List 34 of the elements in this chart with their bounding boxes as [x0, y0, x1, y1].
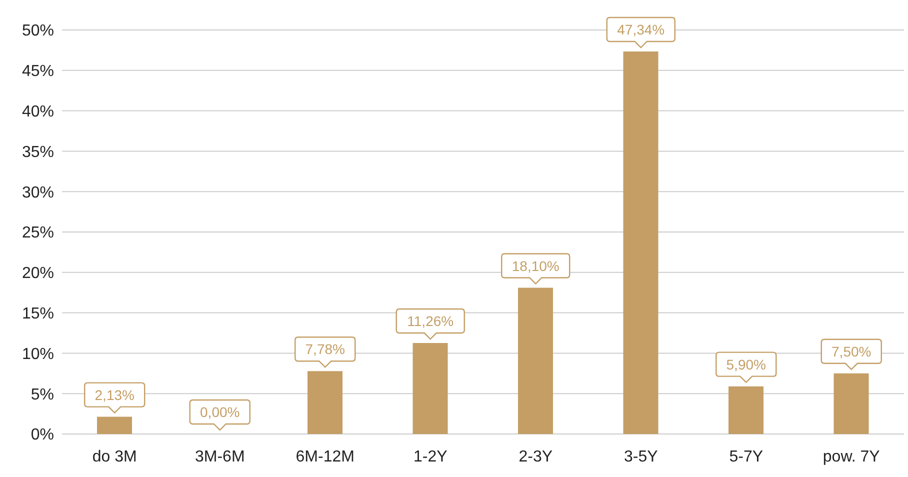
y-tick-label: 50% [22, 22, 54, 40]
data-label: 2,13% [94, 386, 134, 403]
y-tick-label: 15% [22, 305, 54, 322]
data-label: 11,26% [407, 313, 454, 330]
y-tick-label: 40% [22, 103, 54, 120]
x-tick-label: pow. 7Y [822, 448, 880, 466]
data-label: 47,34% [617, 21, 665, 38]
bar [97, 416, 132, 434]
bar [834, 373, 869, 434]
y-tick-label: 5% [30, 386, 54, 404]
data-label: 18,10% [512, 258, 560, 274]
y-tick-label: 10% [22, 346, 54, 363]
x-tick-label: 3-5Y [624, 448, 658, 466]
bar [308, 371, 342, 434]
data-label: 7,50% [832, 343, 872, 360]
bar [412, 343, 448, 434]
y-tick-label: 0% [30, 426, 54, 444]
bar [623, 51, 658, 434]
y-tick-label: 35% [22, 144, 54, 161]
y-tick-label: 45% [22, 63, 54, 80]
data-label: 7,78% [305, 341, 345, 358]
data-label: 5,90% [726, 356, 766, 372]
bar [518, 288, 553, 434]
x-tick-label: 1-2Y [413, 448, 448, 466]
y-tick-label: 25% [22, 224, 54, 242]
x-tick-label: 5-7Y [729, 448, 764, 466]
x-tick-label: 2-3Y [518, 448, 553, 466]
data-label: 0,00% [200, 404, 240, 420]
bar [728, 386, 764, 434]
y-tick-label: 20% [22, 265, 54, 282]
x-tick-label: do 3M [92, 448, 137, 466]
y-tick-label: 30% [22, 184, 54, 202]
x-tick-label: 6M-12M [296, 448, 354, 466]
x-tick-label: 3M-6M [194, 448, 245, 466]
